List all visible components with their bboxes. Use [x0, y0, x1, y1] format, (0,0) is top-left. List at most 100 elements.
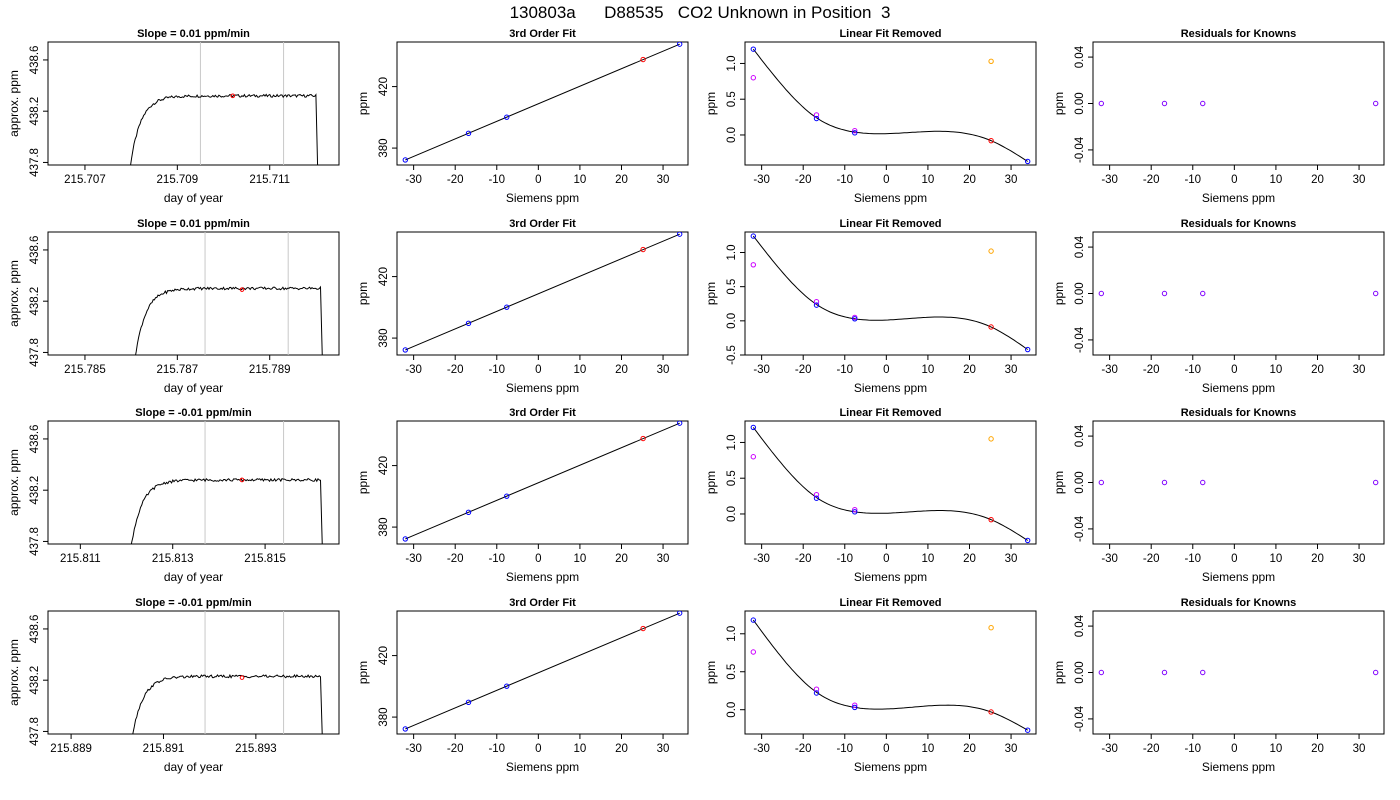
x-tick-label: 10 — [574, 553, 587, 565]
x-tick-label: 215.815 — [244, 553, 286, 565]
data-point — [1161, 669, 1168, 676]
data-point — [750, 75, 757, 81]
y-tick-label: 438.6 — [29, 425, 41, 454]
y-axis-label: approx. ppm — [7, 260, 21, 327]
y-tick-label: 0.0 — [726, 702, 738, 718]
x-tick-label: -10 — [1184, 174, 1201, 186]
x-tick-label: 215.707 — [64, 174, 106, 186]
panel-title: 3rd Order Fit — [509, 218, 576, 230]
panel-title: Slope = 0.01 ppm/min — [137, 28, 250, 40]
panel-title: Residuals for Knowns — [1181, 218, 1297, 230]
x-tick-label: -20 — [795, 743, 812, 755]
data-point — [1200, 100, 1206, 107]
y-axis-label: ppm — [356, 471, 370, 494]
y-tick-label: 1.0 — [726, 434, 738, 450]
y-tick-label: 0.5 — [726, 664, 738, 680]
x-tick-label: -10 — [836, 553, 853, 565]
data-point — [402, 536, 409, 542]
x-axis-label: Siemens ppm — [1202, 760, 1275, 774]
panel-r3-c1: Slope = -0.01 ppm/min 215.811 215.813 215.8… — [7, 407, 340, 584]
y-tick-label: 1.0 — [726, 55, 738, 71]
panel-r2-c4: Residuals for Knowns -30 -20 -10 0 10 20 30 -0.0… — [1052, 218, 1385, 395]
x-tick-label: 215.711 — [249, 174, 290, 186]
data-point — [813, 302, 820, 308]
plot-frame — [47, 231, 340, 356]
x-tick-label: 10 — [574, 364, 587, 376]
x-tick-label: 0 — [535, 364, 541, 376]
x-tick-label: -30 — [405, 174, 422, 186]
x-tick-label: -10 — [836, 743, 853, 755]
data-point — [852, 509, 858, 515]
x-tick-label: -20 — [447, 174, 464, 186]
panel-title: Residuals for Knowns — [1181, 407, 1297, 419]
x-axis-label: Siemens ppm — [854, 570, 927, 584]
panel-r2-c1: Slope = 0.01 ppm/min 215.785 215.787 215.78… — [7, 218, 340, 395]
y-tick-label: -0.5 — [726, 345, 738, 365]
x-tick-label: -20 — [795, 553, 812, 565]
x-axis-label: Siemens ppm — [854, 191, 927, 205]
x-tick-label: 0 — [1231, 174, 1237, 186]
x-tick-label: 10 — [922, 743, 935, 755]
x-tick-label: -30 — [753, 553, 770, 565]
fit-line — [405, 422, 680, 540]
panel-title: Slope = 0.01 ppm/min — [137, 218, 250, 230]
data-point — [1098, 100, 1105, 107]
data-point — [852, 130, 858, 136]
y-tick-label: -0.04 — [1074, 136, 1086, 163]
panel-title: Residuals for Knowns — [1181, 597, 1297, 609]
x-axis-label: Siemens ppm — [854, 760, 927, 774]
y-tick-label: 0.00 — [1074, 92, 1086, 114]
x-tick-label: -20 — [795, 364, 812, 376]
x-tick-label: -10 — [1184, 553, 1201, 565]
y-tick-label: 380 — [378, 138, 390, 157]
plot-frame — [1092, 41, 1385, 166]
data-point — [750, 233, 757, 239]
plot-area — [1098, 669, 1379, 676]
x-tick-label: 20 — [963, 553, 976, 565]
x-axis-label: Siemens ppm — [1202, 191, 1275, 205]
plot-area — [130, 42, 319, 165]
y-axis-label: ppm — [1052, 92, 1066, 115]
fit-curve — [752, 427, 1028, 541]
x-tick-label: -30 — [1101, 553, 1118, 565]
data-point — [676, 611, 683, 616]
data-point — [1200, 290, 1206, 297]
plot-frame — [396, 231, 689, 356]
plot-frame — [744, 610, 1037, 735]
x-tick-label: -30 — [753, 743, 770, 755]
x-tick-label: -20 — [447, 553, 464, 565]
y-tick-label: 0.04 — [1074, 45, 1086, 68]
x-tick-label: 0 — [1231, 553, 1237, 565]
x-axis-label: Siemens ppm — [506, 760, 579, 774]
plot-frame — [1092, 420, 1385, 545]
x-tick-label: -20 — [447, 743, 464, 755]
panel-r1-c2: 3rd Order Fit -30 -20 -10 0 10 20 30 380 420 Sieme… — [356, 28, 689, 205]
data-point — [1098, 479, 1105, 486]
x-tick-label: 215.785 — [64, 364, 106, 376]
data-point — [504, 304, 510, 310]
data-point — [504, 114, 510, 120]
x-tick-label: 30 — [1353, 174, 1366, 186]
y-axis-label: ppm — [704, 471, 718, 494]
data-point — [1024, 158, 1031, 165]
fit-line — [405, 43, 680, 161]
panel-r3-c3: Linear Fit Removed -30 -20 -10 0 10 20 30 0.0 0.5… — [704, 407, 1037, 584]
x-tick-label: 20 — [615, 553, 628, 565]
x-tick-label: 20 — [1311, 553, 1324, 565]
concentration-trace — [135, 285, 323, 355]
data-point — [813, 112, 820, 118]
y-tick-label: 0.00 — [1074, 282, 1086, 304]
data-point — [813, 690, 820, 696]
plot-area — [750, 424, 1031, 544]
x-tick-label: 0 — [883, 743, 889, 755]
data-point — [640, 435, 646, 442]
data-point — [813, 491, 820, 498]
panel-title: Linear Fit Removed — [839, 218, 941, 230]
x-axis-label: Siemens ppm — [506, 191, 579, 205]
x-axis-label: day of year — [164, 760, 223, 774]
y-tick-label: 0.0 — [726, 127, 738, 143]
panel-title: 3rd Order Fit — [509, 407, 576, 419]
x-tick-label: -30 — [405, 743, 422, 755]
x-tick-label: -10 — [488, 174, 505, 186]
data-point — [750, 454, 757, 460]
